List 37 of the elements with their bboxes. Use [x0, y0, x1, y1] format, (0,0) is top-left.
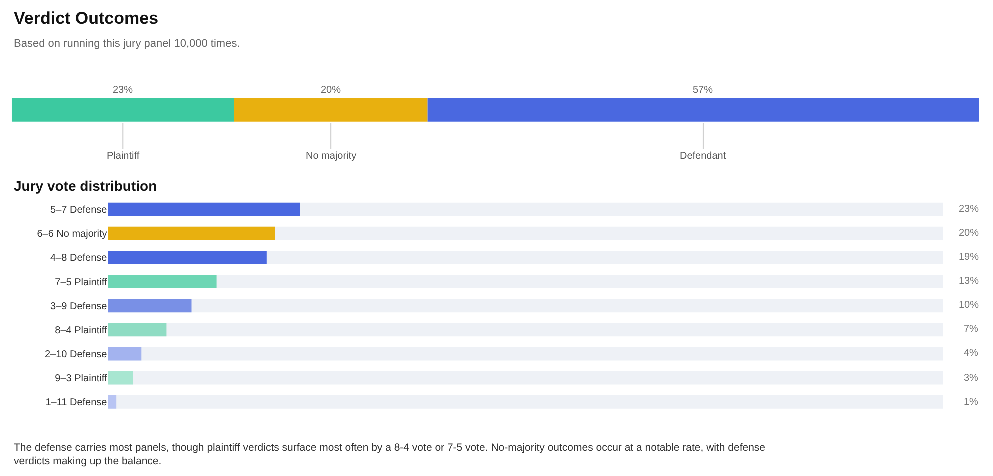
- y-tick-label: 9–3 Plaintiff: [55, 374, 108, 385]
- data-label: 23%: [113, 85, 134, 96]
- text: The defense carries most panels, though plaintiff verdicts surface most often by a 8-4 vote or 7-5 vote. No-majority outcomes occur at a notable rate, with defense verdicts making up the balance.: [14, 442, 766, 468]
- bar: [108, 347, 142, 361]
- bar: [108, 395, 117, 409]
- text: Defendant: [680, 151, 726, 162]
- bar: [108, 250, 267, 264]
- bar: [108, 299, 192, 313]
- data-label: 23%: [959, 204, 980, 215]
- data-label: 20%: [321, 85, 342, 96]
- chart-title: Verdict Outcomes: [14, 9, 159, 28]
- bar: [108, 202, 300, 216]
- bar: [108, 226, 276, 240]
- y-tick-label: 8–4 Plaintiff: [55, 325, 108, 336]
- data-label: 13%: [959, 276, 980, 287]
- y-tick-label: 2–10 Defense: [44, 349, 108, 360]
- y-tick-label: 5–7 Defense: [50, 205, 108, 216]
- y-tick-label: 4–8 Defense: [50, 253, 108, 264]
- data-label: 7%: [964, 324, 979, 335]
- data-label: 4%: [964, 348, 979, 359]
- bar: [108, 275, 217, 288]
- y-tick-label: 1–11 Defense: [46, 398, 108, 409]
- data-label: 1%: [964, 397, 979, 408]
- data-label: 10%: [959, 300, 980, 311]
- chart-title: Jury vote distribution: [14, 178, 158, 194]
- y-tick-label: 6–6 No majority: [37, 229, 108, 240]
- bar: [108, 371, 134, 385]
- data-label: 57%: [693, 85, 714, 96]
- bar: [108, 323, 167, 337]
- y-tick-label: 3–9 Defense: [50, 301, 108, 312]
- text: Plaintiff: [107, 151, 140, 162]
- y-tick-label: 7–5 Plaintiff: [55, 277, 108, 288]
- data-label: 3%: [964, 373, 979, 384]
- text: No majority: [306, 151, 357, 162]
- data-label: 20%: [959, 228, 980, 239]
- data-label: 19%: [959, 252, 980, 263]
- chart-subtitle: Based on running this jury panel 10,000 times.: [14, 38, 240, 50]
